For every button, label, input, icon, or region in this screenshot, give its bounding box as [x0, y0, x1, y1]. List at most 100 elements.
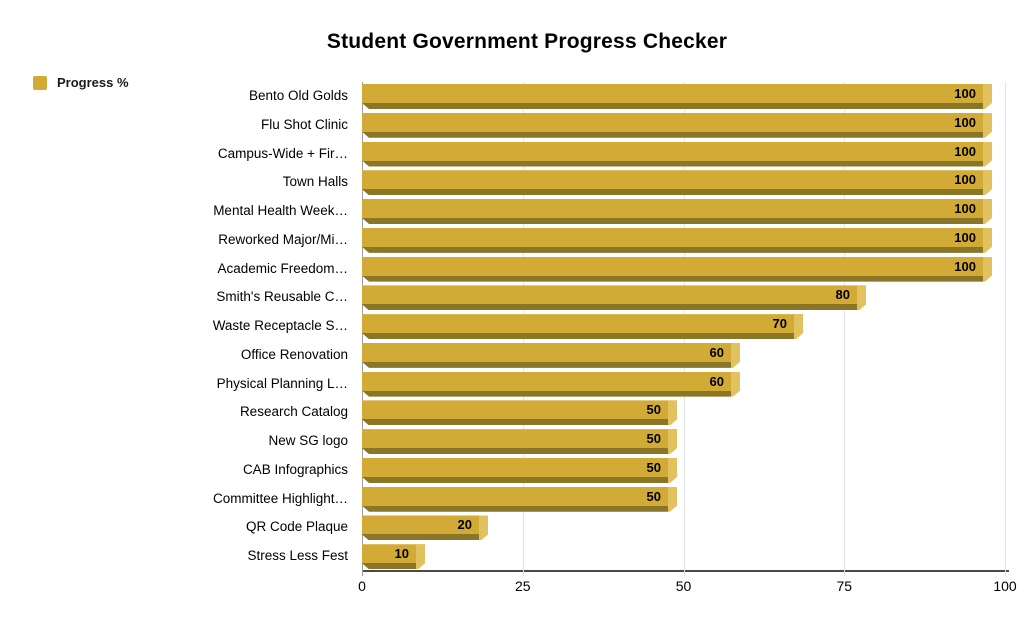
bar-physical-planning-l[interactable]: 60 — [362, 372, 740, 397]
bar-end-cap — [983, 84, 992, 109]
bar-face — [362, 544, 425, 563]
bar-bevel — [362, 419, 668, 425]
category-label: Flu Shot Clinic — [260, 116, 348, 132]
bar-bevel — [362, 189, 983, 195]
bar-row: Waste Receptacle S… 70 — [213, 312, 1005, 341]
bar-end-cap — [794, 314, 803, 339]
category-label: Physical Planning L… — [216, 375, 348, 391]
bar-face — [362, 515, 488, 534]
value-label: 80 — [835, 287, 850, 303]
bar-row: Smith's Reusable C… 80 — [216, 283, 1005, 312]
bar-face — [362, 400, 677, 419]
bar-campus-wide-fir[interactable]: 100 — [362, 142, 992, 167]
category-label: Smith's Reusable C… — [216, 289, 348, 305]
bar-bento-old-golds[interactable]: 100 — [362, 84, 992, 109]
x-tick-label: 0 — [358, 578, 366, 594]
bar-end-cap — [983, 257, 992, 282]
bar-academic-freedom[interactable]: 100 — [362, 257, 992, 282]
x-tick-label: 100 — [993, 578, 1017, 594]
bar-face — [362, 343, 740, 362]
gridline — [844, 82, 846, 576]
bar-row: Mental Health Week… 100 — [213, 197, 1005, 226]
value-label: 100 — [954, 114, 976, 130]
bar-row: Bento Old Golds 100 — [249, 82, 1005, 111]
bar-end-cap — [668, 400, 677, 425]
bar-reworked-major-mi[interactable]: 100 — [362, 228, 992, 253]
plot-area: 0 25 50 75 100 Bento Old Golds 100 Flu Shot Cli… — [213, 82, 1017, 594]
bar-committee-highlight[interactable]: 50 — [362, 487, 677, 512]
bar-row: Physical Planning L… 60 — [217, 370, 1005, 399]
bar-end-cap — [983, 228, 992, 253]
value-label: 70 — [772, 316, 787, 332]
bar-bevel — [362, 161, 983, 167]
category-label: Office Renovation — [240, 346, 348, 362]
bar-face — [362, 314, 803, 333]
bar-end-cap — [668, 429, 677, 454]
bar-bevel — [362, 391, 731, 397]
bar-end-cap — [983, 170, 992, 195]
bar-office-renovation[interactable]: 60 — [362, 343, 740, 368]
bar-face — [362, 170, 992, 189]
category-label: Campus-Wide + Fir… — [217, 145, 348, 161]
bar-bevel — [362, 103, 983, 109]
bar-stress-less-fest[interactable]: 10 — [362, 544, 425, 569]
category-label: Bento Old Golds — [248, 88, 348, 103]
bar-smith-s-reusable-c[interactable]: 80 — [362, 285, 866, 310]
bar-end-cap — [479, 515, 488, 540]
bar-bevel — [362, 534, 479, 540]
bar-face — [362, 228, 992, 247]
bar-row: Reworked Major/Mi… 100 — [218, 226, 1005, 255]
bar-bevel — [362, 218, 983, 224]
bar-bevel — [362, 563, 416, 569]
value-label: 100 — [954, 229, 976, 245]
bar-end-cap — [668, 487, 677, 512]
value-label: 100 — [954, 143, 976, 159]
bar-mental-health-week[interactable]: 100 — [362, 199, 992, 224]
category-label: QR Code Plaque — [245, 519, 348, 535]
bar-flu-shot-clinic[interactable]: 100 — [362, 113, 992, 138]
bar-bevel — [362, 506, 668, 512]
bar-new-sg-logo[interactable]: 50 — [362, 429, 677, 454]
bar-row: Committee Highlight… 50 — [213, 485, 1005, 514]
bar-bevel — [362, 362, 731, 368]
value-label: 100 — [954, 86, 976, 101]
legend-swatch-icon — [33, 75, 47, 90]
category-label: New SG logo — [268, 433, 348, 449]
bar-face — [362, 285, 866, 304]
bar-face — [362, 257, 992, 276]
value-label: 60 — [709, 344, 724, 360]
bar-cab-infographics[interactable]: 50 — [362, 458, 677, 483]
value-label: 100 — [954, 258, 976, 274]
bar-bevel — [362, 276, 983, 282]
category-label: Stress Less Fest — [247, 548, 348, 564]
category-label: Waste Receptacle S… — [212, 318, 348, 334]
value-label: 50 — [646, 488, 661, 504]
bar-row: Flu Shot Clinic 100 — [261, 111, 1005, 140]
bar-bevel — [362, 247, 983, 253]
legend-label: Progress % — [57, 75, 129, 90]
gridline — [1005, 82, 1006, 576]
bar-face — [362, 458, 677, 477]
bar-face — [362, 113, 992, 132]
bar-bevel — [362, 333, 794, 339]
x-tick-label: 50 — [675, 578, 692, 594]
category-label: Research Catalog — [239, 404, 348, 420]
bar-end-cap — [857, 285, 866, 310]
bar-row: New SG logo 50 — [268, 427, 1005, 456]
legend-item-progress[interactable]: Progress % — [33, 75, 129, 90]
bar-town-halls[interactable]: 100 — [362, 170, 992, 195]
bar-research-catalog[interactable]: 50 — [362, 400, 677, 425]
bar-row: Academic Freedom… 100 — [217, 255, 1005, 284]
bar-waste-receptacle-s[interactable]: 70 — [362, 314, 803, 339]
chart-title: Student Government Progress Checker — [326, 30, 728, 53]
bar-row: Campus-Wide + Fir… 100 — [218, 140, 1005, 169]
bar-qr-code-plaque[interactable]: 20 — [362, 515, 488, 540]
category-label: Committee Highlight… — [212, 490, 348, 506]
bar-face — [362, 84, 992, 103]
bar-face — [362, 142, 992, 161]
bar-end-cap — [416, 544, 425, 569]
value-label: 60 — [709, 373, 724, 389]
x-axis-line — [362, 570, 1009, 572]
bar-row: Town Halls 100 — [283, 168, 1005, 197]
